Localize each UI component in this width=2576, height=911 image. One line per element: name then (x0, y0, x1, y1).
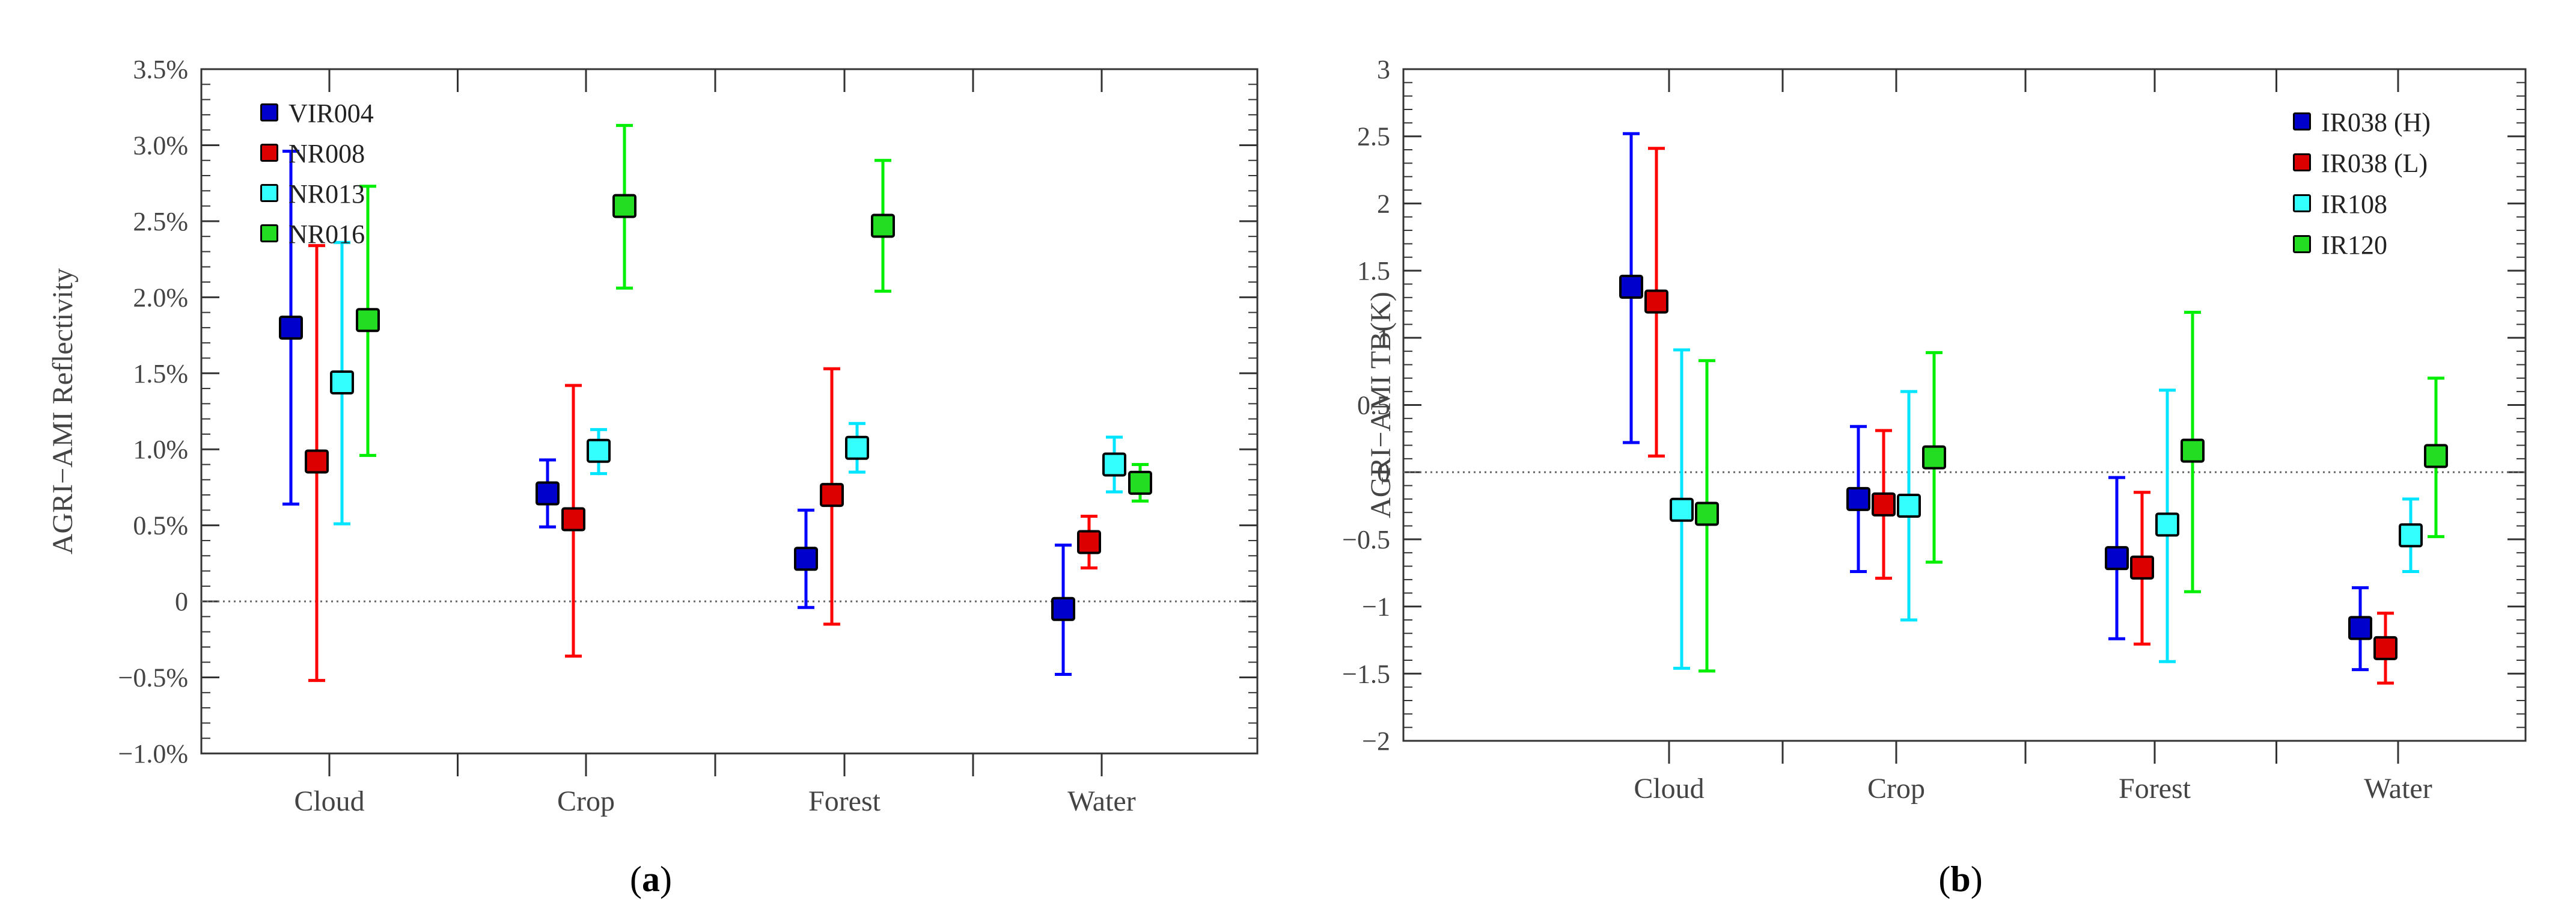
legend-swatch (2293, 235, 2311, 253)
data-point-marker (2105, 546, 2129, 571)
panel-label-letter: b (1950, 859, 1970, 899)
legend-swatch (2293, 153, 2311, 171)
data-point-marker (561, 507, 585, 532)
legend-swatch (260, 103, 278, 121)
category-label: Water (2364, 773, 2432, 805)
category-label: Cloud (294, 785, 364, 817)
data-point-marker (1619, 274, 1643, 299)
data-point-marker (845, 435, 869, 460)
category-label: Forest (808, 785, 881, 817)
data-point-marker (2181, 438, 2205, 463)
y-tick-label: −0.5 (1342, 525, 1390, 554)
data-point-marker (305, 449, 329, 474)
y-tick-label: −2 (1362, 726, 1390, 756)
y-tick-label: −1 (1362, 592, 1390, 622)
legend-label: IR108 (2321, 189, 2387, 219)
legend-swatch (260, 224, 278, 242)
legend-label: NR008 (288, 139, 365, 168)
data-point-marker (871, 213, 895, 238)
legend-swatch (2293, 194, 2311, 212)
category-label: Forest (2119, 773, 2191, 805)
legend-label: IR120 (2321, 230, 2387, 260)
legend-swatch (260, 144, 278, 162)
y-tick-label: 1.0% (133, 435, 188, 464)
y-tick-label: −0.5% (118, 663, 188, 693)
y-tick-label: 3.5% (133, 55, 188, 84)
y-tick-label: 1.5% (133, 359, 188, 388)
data-point-marker (1077, 530, 1101, 554)
data-point-marker (1644, 289, 1668, 314)
y-tick-label: 1.5 (1357, 256, 1390, 286)
panel-label-close-paren: ) (660, 859, 672, 899)
panel-label-open-paren: ( (1938, 859, 1950, 899)
data-point-marker (1670, 497, 1694, 522)
y-tick-label: 0.5% (133, 511, 188, 541)
y-tick-label: 0.5 (1357, 391, 1390, 420)
data-point-marker (587, 438, 611, 463)
data-point-marker (2155, 512, 2179, 537)
data-point-marker (1128, 470, 1152, 495)
data-point-marker (2424, 444, 2448, 468)
data-point-marker (1846, 486, 1870, 511)
data-point-marker (1102, 452, 1126, 477)
panel-label: (b) (1938, 859, 1982, 899)
y-tick-label: 3.0% (133, 130, 188, 160)
y-tick-label: −1.0% (118, 739, 188, 768)
y-tick-label: −1.5 (1342, 659, 1390, 689)
data-point-marker (1872, 492, 1896, 517)
panel-label: (a) (630, 859, 672, 899)
legend-label: NR016 (288, 219, 365, 249)
data-point-marker (2130, 555, 2154, 580)
data-point-marker (2373, 636, 2397, 660)
data-point-marker (330, 370, 354, 394)
data-point-marker (1922, 445, 1946, 470)
data-point-marker (1051, 597, 1075, 621)
category-label: Cloud (1634, 773, 1704, 805)
panel-label-letter: a (642, 859, 660, 899)
data-point-marker (1897, 494, 1921, 518)
data-point-marker (1695, 502, 1719, 526)
legend-label: IR038 (H) (2321, 108, 2431, 137)
panel-label-close-paren: ) (1971, 859, 1983, 899)
y-tick-label: 3 (1377, 55, 1390, 84)
legend-label: IR038 (L) (2321, 149, 2428, 178)
data-point-marker (2399, 523, 2423, 548)
data-point-marker (536, 481, 560, 506)
y-tick-label: 2.0% (133, 283, 188, 312)
category-label: Water (1067, 785, 1135, 817)
y-tick-label: 2.5 (1357, 122, 1390, 152)
y-axis-label: AGRI−AMI TB(K) (1365, 292, 1397, 518)
y-tick-label: 1 (1377, 324, 1390, 353)
y-tick-label: 2 (1377, 189, 1390, 218)
y-axis-label: AGRI−AMI Reflectivity (47, 268, 79, 554)
data-point-marker (2348, 616, 2372, 640)
data-point-marker (820, 483, 844, 508)
legend-swatch (2293, 112, 2311, 130)
y-tick-label: 0 (1377, 458, 1390, 487)
data-point-marker (356, 308, 380, 333)
data-point-marker (612, 194, 636, 218)
y-tick-label: 0 (175, 587, 188, 616)
panel-label-open-paren: ( (630, 859, 642, 899)
y-tick-label: 2.5% (133, 207, 188, 236)
legend-swatch (260, 184, 278, 202)
category-label: Crop (1867, 773, 1925, 805)
category-label: Crop (557, 785, 615, 817)
plot-frame (200, 68, 1259, 755)
data-point-marker (794, 547, 818, 571)
data-point-marker (279, 315, 303, 340)
legend-label: NR013 (288, 179, 365, 209)
legend-label: VIR004 (288, 99, 374, 128)
